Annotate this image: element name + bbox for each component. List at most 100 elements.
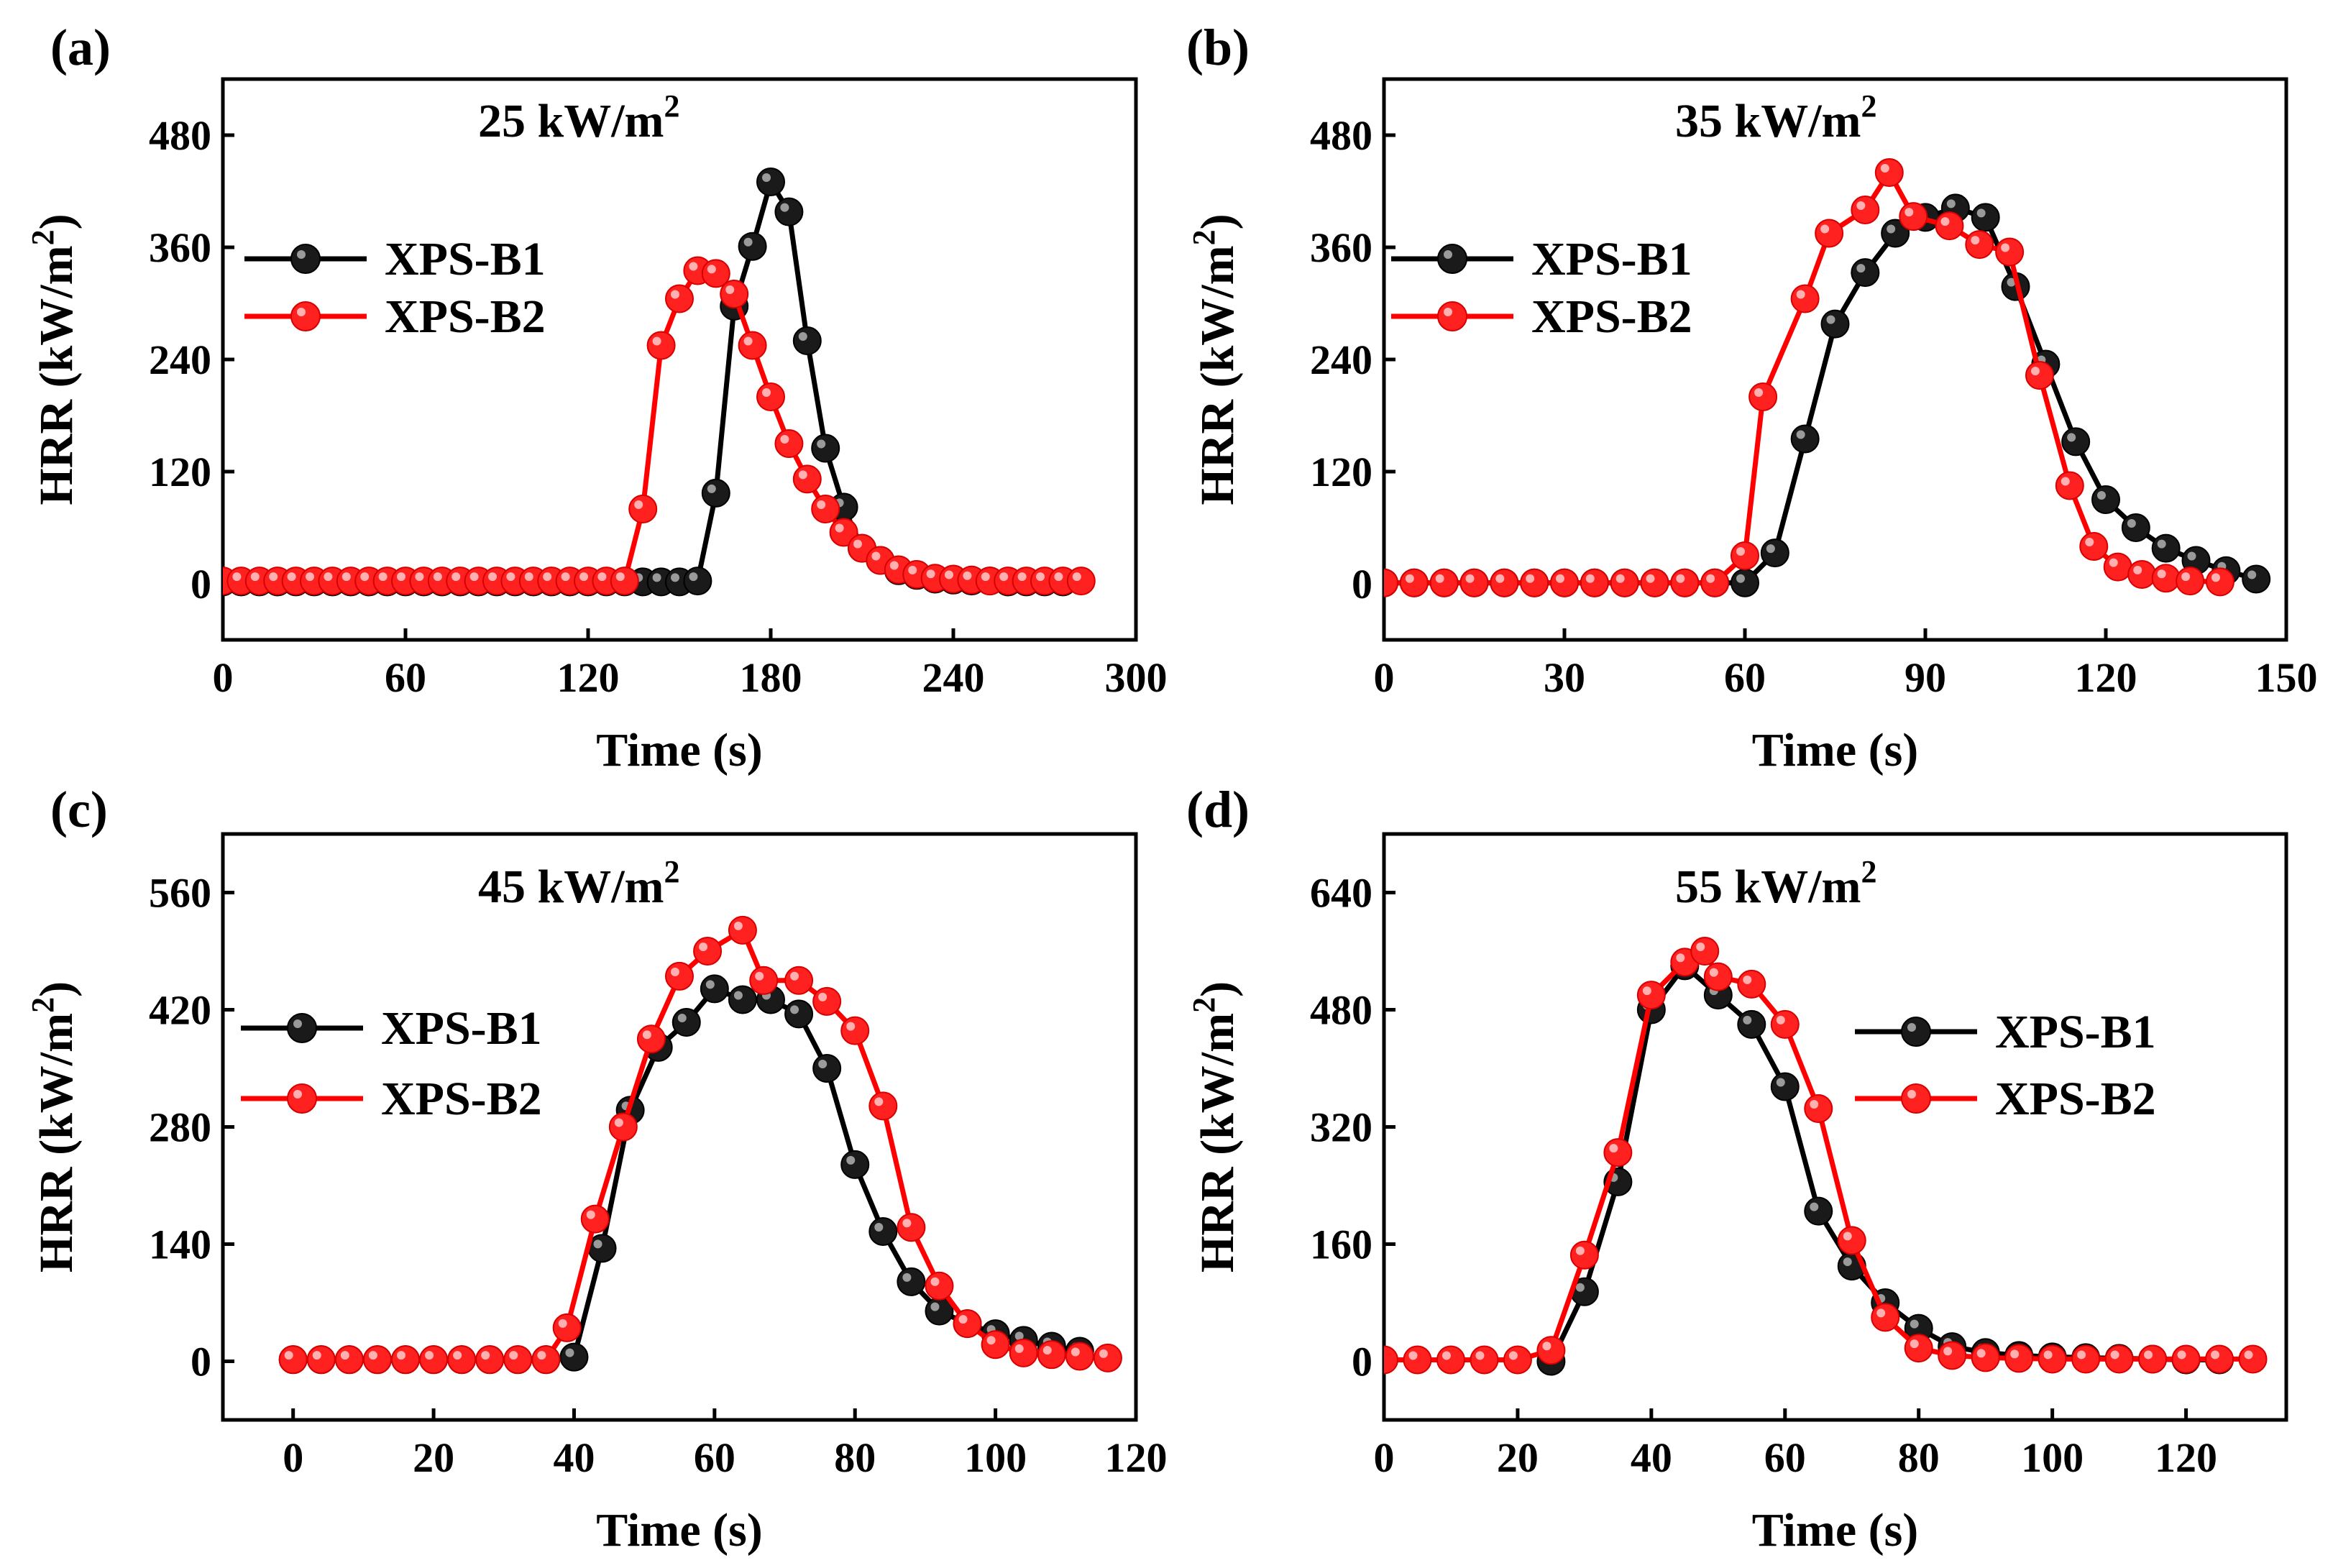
data-point: [2055, 471, 2084, 500]
data-point: [1737, 969, 1766, 999]
data-point: [728, 915, 757, 945]
data-point-highlight: [780, 435, 789, 444]
data-point-highlight: [250, 572, 260, 582]
data-point: [475, 1345, 505, 1375]
data-point: [1851, 258, 1880, 288]
plot-frame: [1382, 77, 2288, 642]
data-point-highlight: [1017, 572, 1027, 582]
series-line: [1384, 948, 2253, 1362]
data-point-highlight: [652, 336, 661, 346]
y-tick-label: 320: [1310, 1104, 1372, 1151]
data-point-highlight: [1709, 968, 1718, 977]
data-point: [2238, 1344, 2268, 1374]
data-point-highlight: [2157, 569, 2166, 579]
data-point-highlight: [1976, 1349, 1986, 1358]
data-point: [1670, 568, 1700, 597]
legend-entry: XPS-B1: [1391, 233, 1692, 285]
y-tick-label: 360: [149, 224, 211, 271]
data-point-highlight: [707, 484, 716, 493]
data-point-highlight: [269, 572, 278, 582]
data-point-highlight: [762, 173, 771, 182]
data-point-highlight: [615, 572, 625, 582]
data-point: [1009, 1338, 1038, 1367]
data-point: [1748, 382, 1778, 411]
chart-title: 25 kW/m2: [478, 88, 680, 147]
legend-entry: XPS-B1: [1855, 1006, 2156, 1058]
data-point: [2138, 1344, 2168, 1374]
series-XPS-B2: [1384, 937, 2268, 1375]
legend-marker: [290, 301, 321, 331]
data-point-highlight: [733, 921, 743, 930]
legend-marker: [1901, 1083, 1931, 1114]
y-tick-label: 360: [1310, 224, 1372, 271]
data-point: [1503, 1345, 1532, 1375]
data-point-highlight: [593, 1239, 602, 1249]
data-point: [636, 1024, 666, 1054]
data-point-highlight: [817, 439, 826, 449]
data-point: [1580, 568, 1609, 597]
data-point: [2079, 532, 2109, 561]
data-point-highlight: [1054, 572, 1063, 582]
data-point-highlight: [874, 1097, 884, 1106]
data-point-highlight: [565, 1348, 574, 1357]
data-point: [1065, 1342, 1094, 1371]
data-point-highlight: [1743, 975, 1752, 984]
data-point: [665, 961, 694, 991]
data-point: [1790, 424, 1820, 454]
data-point: [2127, 560, 2157, 589]
series-line: [293, 927, 1109, 1362]
data-point-highlight: [2097, 491, 2106, 500]
data-point: [2091, 485, 2120, 514]
data-point: [749, 966, 779, 995]
data-point: [552, 1313, 582, 1342]
data-point-highlight: [705, 980, 715, 989]
data-point: [2104, 1344, 2134, 1374]
data-point: [1965, 230, 1994, 260]
y-axis-label: HRR (kW/m2): [25, 214, 83, 505]
panel-label: (a): [50, 19, 111, 76]
x-tick-label: 60: [1764, 1434, 1806, 1481]
data-point-highlight: [2077, 1350, 2086, 1360]
data-point-highlight: [561, 572, 570, 582]
data-point: [1037, 1340, 1066, 1370]
data-point-highlight: [524, 572, 533, 582]
data-point: [868, 1217, 898, 1247]
data-point: [756, 168, 785, 196]
y-tick-label: 240: [1310, 336, 1372, 383]
data-point-highlight: [1810, 1202, 1819, 1211]
data-point: [1703, 962, 1733, 991]
data-point: [1640, 568, 1669, 597]
y-tick-label: 0: [1352, 1339, 1372, 1385]
data-point-highlight: [543, 572, 552, 582]
y-tick-label: 560: [149, 870, 211, 917]
data-point-highlight: [509, 1351, 518, 1360]
data-point-highlight: [902, 1219, 912, 1228]
data-point: [665, 284, 694, 313]
data-point-highlight: [2061, 477, 2070, 486]
data-point-highlight: [1441, 1351, 1451, 1360]
data-point-highlight: [733, 991, 743, 1000]
data-point-highlight: [342, 572, 351, 582]
data-point-highlight: [1946, 199, 1956, 208]
data-point-highlight: [2244, 1350, 2253, 1360]
data-point-highlight: [306, 572, 314, 582]
legend-marker-highlight: [297, 308, 306, 316]
legend-entry: XPS-B2: [244, 290, 546, 343]
y-tick-label: 420: [149, 987, 211, 1034]
data-point: [1851, 196, 1880, 224]
data-point: [1995, 237, 2025, 267]
data-point: [953, 1309, 982, 1339]
x-tick-label: 60: [1724, 654, 1766, 701]
data-point: [1899, 202, 1928, 231]
data-point: [897, 1213, 926, 1242]
data-point-highlight: [1072, 572, 1081, 582]
data-point: [1490, 568, 1519, 597]
data-point: [2103, 552, 2132, 582]
data-point: [738, 231, 767, 261]
legend-entry: XPS-B2: [1855, 1073, 2156, 1125]
data-point-highlight: [1526, 574, 1535, 583]
data-point: [1770, 1072, 1800, 1101]
data-point-highlight: [2133, 566, 2142, 574]
data-point-highlight: [2085, 538, 2094, 546]
data-point-highlight: [1856, 264, 1866, 273]
